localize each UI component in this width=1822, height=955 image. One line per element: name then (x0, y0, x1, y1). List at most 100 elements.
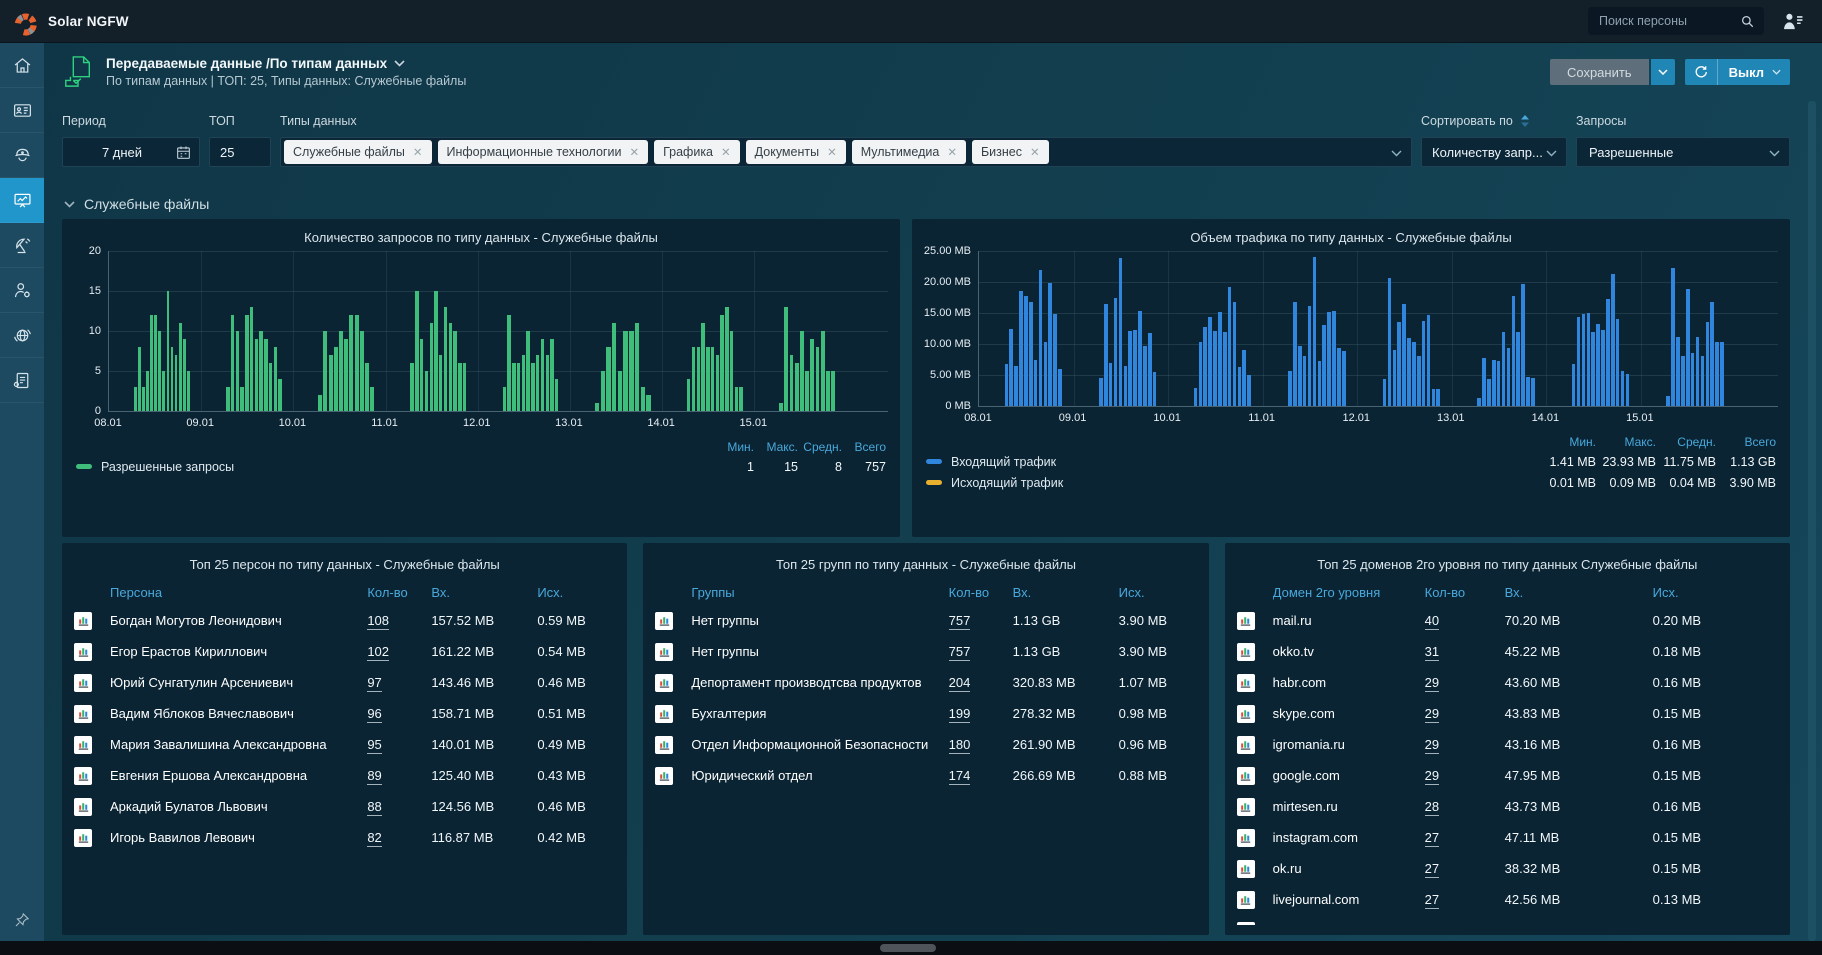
column-header[interactable]: Кол-во (948, 584, 990, 600)
group-link[interactable]: Депортамент производтсва продуктов (691, 675, 922, 690)
type-tag[interactable]: Информационные технологии ✕ (437, 140, 649, 164)
bar-chart-icon[interactable] (1236, 704, 1255, 723)
count-link[interactable]: 27 (1424, 861, 1440, 878)
bar-chart-icon[interactable] (655, 704, 674, 723)
data-types-multiselect[interactable]: Служебные файлы ✕ Информационные технологи… (280, 137, 1412, 167)
search-input[interactable] (1597, 13, 1734, 29)
horizontal-scrollbar-thumb[interactable] (880, 944, 936, 952)
search-icon[interactable] (1740, 14, 1755, 29)
count-link[interactable]: 27 (1424, 892, 1440, 909)
count-link[interactable]: 95 (367, 737, 382, 754)
column-header[interactable]: Исх. (1118, 584, 1145, 600)
column-header[interactable]: Исх. (1652, 584, 1679, 600)
top-input[interactable]: 25 (209, 137, 271, 167)
bar-chart-icon[interactable] (655, 611, 674, 630)
bar-chart-icon[interactable] (655, 642, 674, 661)
type-tag[interactable]: Документы ✕ (745, 140, 846, 164)
type-tag[interactable]: Графика ✕ (654, 140, 740, 164)
bar-chart-icon[interactable] (1236, 828, 1255, 847)
search-box[interactable] (1588, 7, 1764, 35)
bar-chart-icon[interactable] (74, 828, 92, 847)
count-link[interactable]: 27 (1424, 830, 1440, 847)
count-link[interactable]: 757 (948, 644, 971, 661)
section-toggle[interactable]: Служебные файлы (62, 189, 1790, 219)
vertical-scrollbar[interactable] (1808, 101, 1816, 941)
bar-chart-icon[interactable] (74, 704, 92, 723)
person-link[interactable]: Аркадий Булатов Львович (110, 799, 268, 814)
sidebar-item-dashboard-chart[interactable] (0, 178, 44, 223)
remove-tag-icon[interactable]: ✕ (629, 147, 640, 159)
type-tag[interactable]: Бизнес ✕ (971, 140, 1049, 164)
count-link[interactable]: 199 (948, 706, 971, 723)
remove-tag-icon[interactable]: ✕ (412, 147, 423, 159)
person-link[interactable]: Вадим Яблоков Вячеславович (110, 706, 294, 721)
group-link[interactable]: Отдел Информационной Безопасности (691, 737, 929, 752)
bar-chart-icon[interactable] (655, 735, 674, 754)
remove-tag-icon[interactable]: ✕ (1029, 147, 1040, 159)
domain-link[interactable]: google.com (1272, 768, 1340, 783)
count-link[interactable]: 204 (948, 675, 971, 692)
count-link[interactable]: 29 (1424, 737, 1440, 754)
count-link[interactable]: 40 (1424, 613, 1440, 630)
horizontal-scrollbar[interactable] (0, 941, 1822, 955)
count-link[interactable]: 29 (1424, 706, 1440, 723)
sidebar-item-user-settings[interactable] (0, 268, 44, 313)
remove-tag-icon[interactable]: ✕ (721, 147, 731, 159)
sidebar-item-satellite[interactable] (0, 223, 44, 268)
count-link[interactable]: 31 (1424, 644, 1440, 661)
save-button-label[interactable]: Сохранить (1549, 59, 1649, 85)
count-link[interactable]: 97 (367, 675, 382, 692)
group-link[interactable]: Юридический отдел (691, 768, 813, 783)
column-header[interactable]: Вх. (431, 584, 450, 600)
person-link[interactable]: Евгения Ершова Александровна (110, 768, 308, 783)
type-tag[interactable]: Мультимедиа ✕ (851, 140, 966, 164)
bar-chart-icon[interactable] (74, 642, 92, 661)
group-link[interactable]: Нет группы (691, 644, 759, 659)
column-header[interactable]: Персона (110, 584, 163, 600)
bar-chart-icon[interactable] (1236, 890, 1255, 909)
domain-link[interactable]: instagram.com (1272, 830, 1358, 845)
user-menu-icon[interactable] (1764, 12, 1822, 30)
page-title[interactable]: Передаваемые данные /По типам данных (106, 56, 388, 71)
count-link[interactable]: 108 (367, 613, 390, 630)
count-link[interactable]: 29 (1424, 675, 1440, 692)
sort-direction-icon[interactable] (1520, 114, 1530, 127)
bar-chart-icon[interactable] (74, 766, 92, 785)
column-header[interactable]: Домен 2го уровня (1272, 584, 1381, 600)
domain-link[interactable]: igromania.ru (1272, 737, 1345, 752)
column-header[interactable]: Вх. (1012, 584, 1032, 600)
count-link[interactable]: 89 (367, 768, 382, 785)
bar-chart-icon[interactable] (1236, 797, 1255, 816)
remove-tag-icon[interactable]: ✕ (827, 147, 837, 159)
person-link[interactable]: Богдан Могутов Леонидович (110, 613, 282, 628)
count-link[interactable]: 174 (948, 768, 971, 785)
count-link[interactable]: 28 (1424, 799, 1440, 816)
count-link[interactable]: 96 (367, 706, 382, 723)
sidebar-item-id-card[interactable] (0, 88, 44, 133)
type-tag[interactable]: Служебные файлы ✕ (284, 140, 432, 164)
bar-chart-icon[interactable] (655, 673, 674, 692)
person-link[interactable]: Юрий Сунгатулин Арсениевич (110, 675, 294, 690)
sort-by-select[interactable]: Количеству запр... (1421, 137, 1567, 167)
bar-chart-icon[interactable] (1236, 735, 1255, 754)
count-link[interactable]: 88 (367, 799, 382, 816)
bar-chart-icon[interactable] (1236, 766, 1255, 785)
save-dropdown-chevron-icon[interactable] (1650, 59, 1675, 85)
remove-tag-icon[interactable]: ✕ (947, 147, 957, 159)
count-link[interactable]: 29 (1424, 768, 1440, 785)
column-header[interactable]: Кол-во (1424, 584, 1466, 600)
count-link[interactable]: 102 (367, 644, 390, 661)
domain-link[interactable]: livejournal.com (1272, 892, 1360, 907)
bar-chart-icon[interactable] (74, 735, 92, 754)
bar-chart-icon[interactable] (74, 797, 92, 816)
bar-chart-icon[interactable] (1236, 611, 1255, 630)
person-link[interactable]: Игорь Вавилов Левович (110, 830, 255, 845)
domain-link[interactable]: okko.tv (1272, 644, 1314, 659)
bar-chart-icon[interactable] (1236, 859, 1255, 878)
domain-link[interactable]: habr.com (1272, 675, 1327, 690)
count-link[interactable]: 180 (948, 737, 971, 754)
person-link[interactable]: Мария Завалишина Александровна (110, 737, 327, 752)
group-link[interactable]: Нет группы (691, 613, 759, 628)
column-header[interactable]: Группы (691, 584, 735, 600)
calendar-icon[interactable] (176, 145, 191, 160)
